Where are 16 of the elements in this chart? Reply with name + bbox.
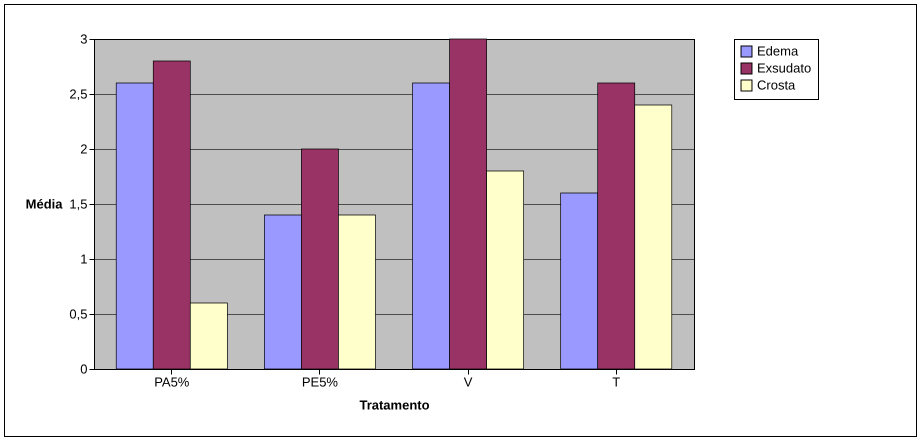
x-tick-label: PA5%	[154, 374, 190, 390]
x-tick-label: PE5%	[302, 374, 338, 390]
x-axis-title: Tratamento	[359, 398, 430, 412]
x-tick-label: V	[464, 374, 473, 390]
x-tick-label: T	[612, 374, 620, 390]
legend-label: Exsudato	[757, 60, 812, 76]
y-tick-label: 3	[80, 32, 88, 46]
y-tick-label: 2,5	[69, 86, 88, 102]
legend-label: Edema	[757, 44, 799, 58]
y-tick-label: 0,5	[69, 306, 88, 322]
y-axis-title: Média	[26, 196, 64, 212]
y-tick-label: 2	[80, 142, 88, 156]
y-tick-label: 1,5	[69, 196, 88, 212]
y-tick-label: 0	[80, 362, 88, 376]
y-tick-label: 1	[80, 252, 88, 266]
legend-label: Crosta	[757, 78, 796, 92]
